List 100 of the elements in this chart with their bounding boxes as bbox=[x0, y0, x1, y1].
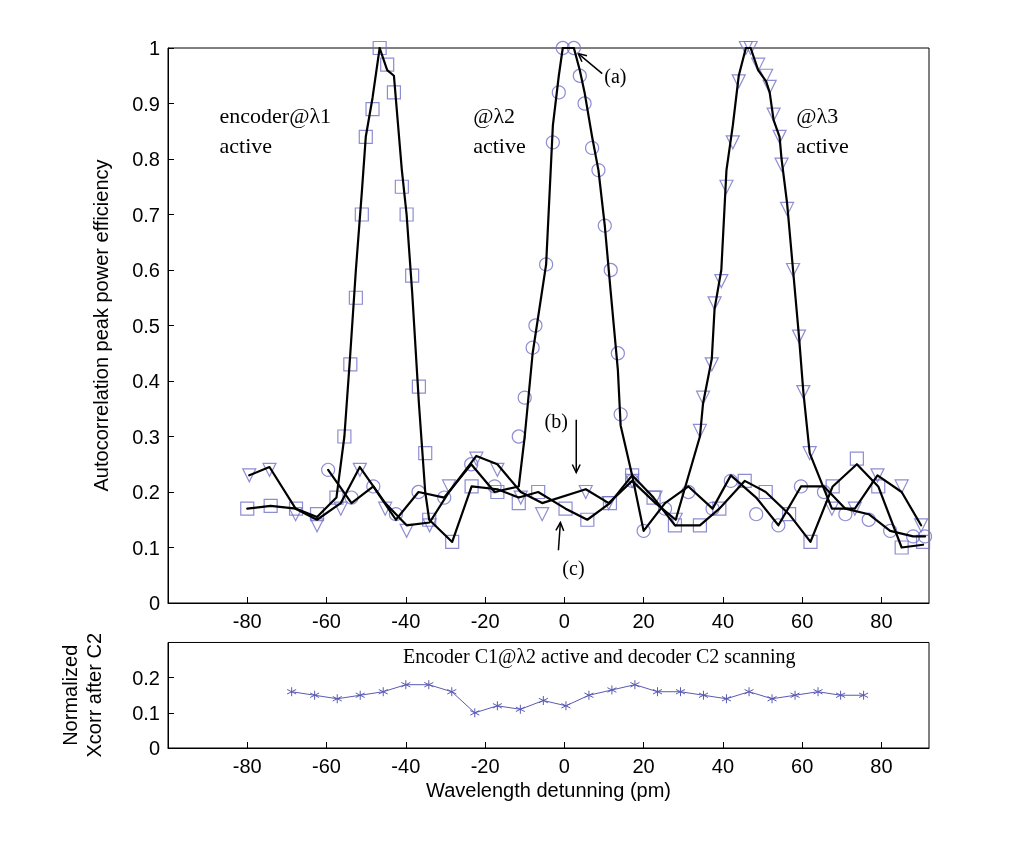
point bbox=[515, 704, 526, 715]
point bbox=[352, 462, 367, 477]
point bbox=[354, 207, 369, 222]
point bbox=[418, 446, 433, 461]
point bbox=[286, 686, 297, 697]
y-axis-title: Autocorrelation peak power efficiency bbox=[90, 159, 112, 492]
point bbox=[793, 479, 809, 494]
point bbox=[774, 157, 789, 172]
point bbox=[675, 686, 686, 697]
point bbox=[743, 40, 758, 56]
point bbox=[652, 686, 663, 697]
point bbox=[388, 507, 403, 522]
point bbox=[668, 512, 683, 527]
point bbox=[723, 473, 738, 488]
point bbox=[796, 385, 811, 400]
y-axis-title: Normalized Xcorr after C2 bbox=[59, 633, 105, 758]
point bbox=[399, 207, 414, 222]
point bbox=[606, 684, 617, 695]
point bbox=[405, 268, 420, 283]
point bbox=[849, 451, 864, 466]
point bbox=[583, 690, 594, 701]
point bbox=[337, 429, 352, 444]
x-tick-label: 40 bbox=[711, 755, 735, 777]
x-tick-label: -80 bbox=[232, 755, 262, 777]
x-tick-label: 80 bbox=[870, 610, 893, 632]
point bbox=[572, 68, 587, 83]
point bbox=[321, 462, 336, 477]
point bbox=[913, 518, 929, 533]
point bbox=[894, 479, 909, 494]
point bbox=[780, 201, 795, 217]
point bbox=[835, 690, 846, 701]
point bbox=[705, 501, 720, 516]
point bbox=[695, 390, 711, 405]
point bbox=[394, 179, 409, 194]
x-tick-label: -80 bbox=[232, 610, 262, 632]
y-tick-label: 0.7 bbox=[132, 203, 160, 226]
annotation: (c) bbox=[562, 557, 585, 581]
point bbox=[380, 57, 395, 72]
point bbox=[558, 501, 573, 516]
y-tick-label: 0.2 bbox=[132, 481, 160, 503]
point bbox=[560, 700, 571, 711]
point bbox=[725, 135, 740, 150]
y-tick-label: 0.8 bbox=[132, 148, 160, 170]
y-tick-label: 0.3 bbox=[132, 425, 160, 448]
point bbox=[751, 57, 766, 72]
x-tick-label: -60 bbox=[312, 610, 341, 632]
annotation: @λ2 active bbox=[473, 103, 526, 159]
point bbox=[580, 512, 595, 527]
point bbox=[625, 468, 640, 483]
point bbox=[437, 490, 452, 505]
point bbox=[657, 501, 673, 516]
x-tick-label: 20 bbox=[632, 755, 655, 777]
point bbox=[578, 484, 593, 500]
point bbox=[422, 518, 437, 533]
y-tick-label: 0.1 bbox=[132, 536, 160, 559]
point bbox=[513, 490, 528, 505]
x-tick-label: 20 bbox=[632, 610, 655, 632]
point bbox=[358, 129, 373, 144]
point bbox=[861, 512, 876, 527]
point bbox=[917, 529, 933, 544]
point bbox=[712, 501, 727, 516]
point bbox=[883, 523, 898, 538]
point bbox=[490, 484, 505, 500]
point bbox=[445, 534, 460, 550]
point bbox=[355, 690, 366, 701]
point bbox=[785, 262, 801, 278]
point bbox=[555, 40, 570, 56]
point bbox=[767, 693, 778, 704]
point bbox=[531, 484, 546, 500]
point bbox=[469, 707, 480, 718]
point bbox=[492, 700, 503, 711]
x-tick-label: 0 bbox=[558, 610, 570, 632]
point bbox=[591, 163, 606, 178]
point bbox=[464, 479, 479, 494]
point bbox=[400, 679, 411, 690]
point bbox=[535, 507, 550, 522]
y-tick-label: 0 bbox=[148, 592, 160, 614]
point bbox=[681, 484, 696, 500]
point bbox=[894, 540, 909, 555]
point bbox=[585, 140, 600, 155]
point bbox=[386, 85, 402, 100]
annotation: encoder@λ1 active bbox=[219, 103, 332, 159]
x-tick-label: -40 bbox=[391, 610, 421, 632]
y-tick-label: 0.1 bbox=[132, 701, 160, 724]
point bbox=[517, 390, 532, 405]
point bbox=[603, 262, 618, 278]
y-tick-label: 0.5 bbox=[132, 314, 160, 337]
x-tick-label: 60 bbox=[791, 755, 814, 777]
x-tick-label: 80 bbox=[870, 755, 893, 777]
point bbox=[309, 507, 325, 522]
point bbox=[240, 501, 255, 516]
point bbox=[262, 462, 277, 477]
y-tick-label: 0.9 bbox=[132, 92, 160, 115]
point bbox=[781, 507, 797, 522]
point bbox=[692, 518, 708, 533]
point bbox=[871, 479, 886, 494]
point bbox=[469, 451, 484, 466]
point bbox=[636, 523, 651, 538]
point bbox=[629, 679, 640, 690]
point bbox=[545, 135, 560, 150]
